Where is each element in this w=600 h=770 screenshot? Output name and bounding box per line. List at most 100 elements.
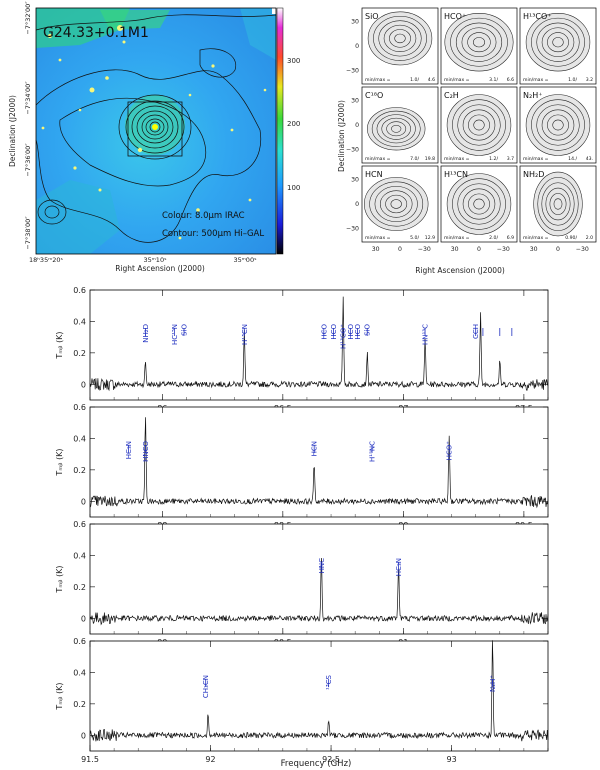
molecule-contour bbox=[452, 99, 506, 151]
molecule-max: 43. bbox=[586, 156, 593, 162]
colorbar-tick-label: 100 bbox=[287, 184, 300, 192]
colorbar-tick-label: 300 bbox=[287, 57, 300, 65]
line-marker-label: HC₃N bbox=[125, 441, 133, 459]
grid-y-tick-label: −30 bbox=[346, 67, 359, 74]
molecule-contour bbox=[457, 104, 501, 146]
molecule-contour bbox=[553, 198, 563, 210]
grid-y-tick-label: 0 bbox=[355, 201, 359, 208]
line-marker-label: CH₃CN bbox=[202, 675, 210, 698]
map-colour-label: Colour: 8.0μm IRAC bbox=[162, 211, 245, 221]
spectrum-ylabel: Tₘᵦ (K) bbox=[55, 448, 64, 476]
grid-ylabel: Declination (J2000) bbox=[337, 100, 346, 172]
grid-x-tick-label: 0 bbox=[477, 246, 481, 253]
molecule-name: HCO⁺ bbox=[444, 12, 466, 21]
grid-xlabel: Right Ascension (J2000) bbox=[415, 266, 505, 275]
molecule-contour bbox=[552, 37, 564, 48]
grid-x-tick-label: −30 bbox=[418, 246, 431, 253]
line-marker-label: SiO bbox=[181, 324, 189, 336]
grid-x-tick-label: −30 bbox=[576, 246, 589, 253]
spectrum-y-tick-label: 0.6 bbox=[73, 403, 86, 412]
spectrum-x-tick-label: 91.5 bbox=[81, 755, 99, 764]
map-y-tick-label: −7°36′00″ bbox=[24, 143, 32, 177]
molecule-contour bbox=[525, 94, 591, 156]
grid-y-tick-label: 30 bbox=[351, 98, 359, 105]
molecule-panel: HCO⁺ min/max = 3.1/6.6 bbox=[440, 7, 518, 85]
molecule-name: SiO bbox=[365, 12, 379, 21]
molecule-minmax-label: min/max = bbox=[523, 77, 549, 83]
molecule-contour bbox=[450, 17, 508, 67]
spectrum-panel: 0 0.2 0.4 0.6 91.5 92 92.5 93 Tₘᵦ (K) CH₃CN ¹³CS N₂… bbox=[55, 637, 549, 764]
molecule-contour bbox=[379, 190, 413, 218]
molecule-panel: NH₂D min/max = 0.90/2.0 30 0 −30 bbox=[519, 165, 597, 253]
map-y-ticks: −7°32′00″ −7°34′00″ −7°36′00″ −7°38′00″ bbox=[24, 1, 32, 250]
map-stars bbox=[41, 25, 267, 240]
spectra-xlabel: Frequency (GHz) bbox=[281, 759, 352, 769]
molecule-min: 7.0/ bbox=[410, 156, 419, 162]
line-marker-label: HNCO bbox=[142, 441, 150, 462]
line-marker-label: HNC bbox=[318, 558, 326, 574]
map-x-tick-label: 35ᵐ10ˢ bbox=[143, 256, 167, 264]
molecule-contour bbox=[373, 15, 427, 61]
grid-x-tick-label: −30 bbox=[497, 246, 510, 253]
line-marker-label: HCO bbox=[320, 324, 328, 340]
grid-y-tick-label: −30 bbox=[346, 225, 359, 232]
line-marker-label: HCN bbox=[311, 441, 319, 456]
grid-y-tick-label: −30 bbox=[346, 146, 359, 153]
line-marker-label: SiO bbox=[364, 324, 372, 336]
molecule-contour bbox=[367, 11, 433, 66]
spectrum-y-tick-label: 0 bbox=[81, 380, 86, 389]
molecule-contour bbox=[457, 183, 501, 225]
spectrum-y-tick-label: 0 bbox=[81, 497, 86, 506]
molecule-name: N₂H⁺ bbox=[523, 91, 542, 100]
molecule-contour bbox=[452, 178, 506, 230]
molecule-contour bbox=[444, 13, 514, 72]
molecule-contour bbox=[547, 32, 569, 53]
map-title: G24.33+0.1M1 bbox=[43, 25, 149, 41]
map-x-tick-label: 18ʰ35ᵐ20ˢ bbox=[29, 256, 63, 264]
map-xlabel: Right Ascension (J2000) bbox=[115, 264, 205, 273]
molecule-name: NH₂D bbox=[523, 170, 544, 179]
molecule-contour bbox=[541, 182, 575, 226]
molecule-max: 6.9 bbox=[507, 235, 514, 241]
molecule-contour bbox=[549, 193, 567, 215]
molecule-contour bbox=[547, 114, 569, 136]
molecule-min: 1.0/ bbox=[568, 77, 577, 83]
spectrum-x-tick-label: 92.5 bbox=[322, 755, 340, 764]
molecule-contour bbox=[390, 199, 402, 209]
line-marker-label: HC¹⁵N bbox=[171, 324, 179, 345]
molecule-contour bbox=[537, 177, 579, 231]
molecule-max: 2.0 bbox=[586, 235, 593, 241]
grid-x-tick-label: 0 bbox=[556, 246, 560, 253]
grid-x-tick-label: 30 bbox=[451, 246, 459, 253]
spectrum-x-tick-label: 92 bbox=[205, 755, 215, 764]
grid-x-tick-label: 30 bbox=[530, 246, 538, 253]
molecule-minmax-label: min/max = bbox=[523, 235, 549, 241]
molecule-contour bbox=[374, 185, 418, 223]
spectrum-ylabel: Tₘᵦ (K) bbox=[55, 565, 64, 593]
molecule-min: 5.0/ bbox=[410, 235, 419, 241]
grid-y-tick-label: 30 bbox=[351, 177, 359, 184]
spectrum-y-tick-label: 0.2 bbox=[73, 583, 86, 592]
molecule-emission bbox=[526, 13, 590, 72]
molecule-name: HCN bbox=[365, 170, 383, 179]
molecule-emission bbox=[444, 13, 514, 72]
map-x-tick-label: 35ᵐ00ˢ bbox=[233, 256, 257, 264]
spectrum-y-tick-label: 0 bbox=[81, 731, 86, 740]
molecule-max: 12.9 bbox=[425, 235, 435, 241]
molecule-contour bbox=[364, 177, 429, 231]
molecule-contour bbox=[367, 107, 426, 151]
grid-y-tick-label: 30 bbox=[351, 19, 359, 26]
molecule-minmax-label: min/max = bbox=[444, 77, 470, 83]
molecule-panel: N₂H⁺ min/max = 14./ 43. bbox=[519, 86, 597, 164]
spectrum-ylabel: Tₘᵦ (K) bbox=[55, 682, 64, 710]
molecule-name: H¹³CN bbox=[444, 170, 468, 179]
molecule-panel: H¹³CO⁺ min/max = 1.0/3.2 bbox=[519, 7, 597, 85]
spectrum-line bbox=[89, 417, 549, 509]
grid-x-tick-label: 30 bbox=[372, 246, 380, 253]
molecule-emission bbox=[367, 107, 426, 151]
line-marker-label: H¹⁵NC bbox=[369, 441, 377, 462]
molecule-contour bbox=[533, 171, 583, 237]
line-marker-label: HCO⁺ bbox=[446, 441, 454, 461]
